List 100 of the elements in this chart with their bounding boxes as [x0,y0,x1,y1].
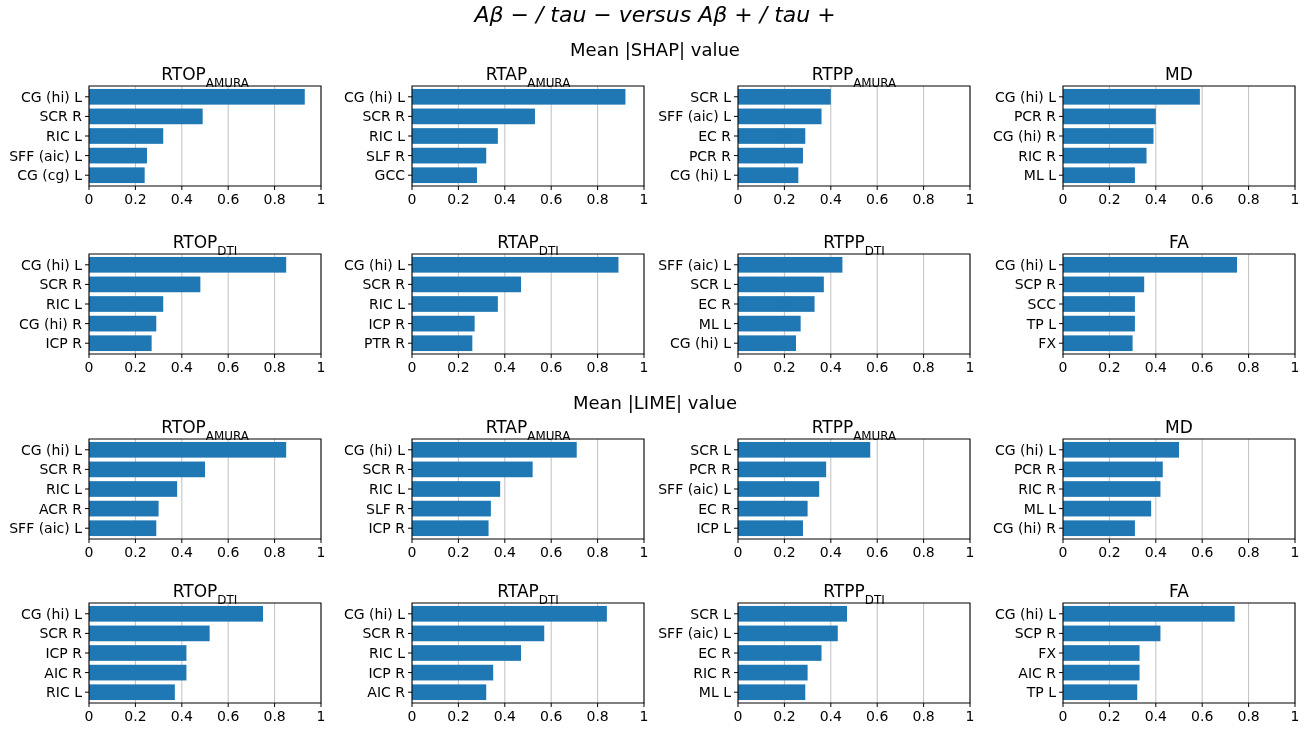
bar [412,147,487,164]
bar [738,88,831,105]
y-tick-label: SFF (aic) L [658,625,732,642]
x-tick-label: 1 [1290,359,1300,375]
chart-title: FA [1169,232,1190,252]
y-tick-label: SFF (aic) L [9,147,83,164]
bar [89,167,145,184]
bar [738,520,803,537]
bar [738,684,806,701]
chart-title: MD [1165,417,1193,437]
bar [1063,481,1161,497]
bar [89,441,287,458]
y-tick-label: ICP R [368,664,406,681]
y-tick-label: SFF (aic) L [9,520,83,537]
y-tick-label: ML L [1023,500,1057,517]
y-tick-label: AIC R [1018,664,1057,681]
x-tick-label: 0 [407,359,417,375]
y-tick-label: EC R [698,500,732,517]
x-tick-label: 0.4 [1144,544,1168,560]
bar [738,147,803,164]
y-tick-label: CG (hi) L [343,256,406,273]
x-tick-label: 0.2 [773,708,796,724]
x-tick-label: 0.6 [866,544,889,560]
y-tick-label: SCR L [690,441,732,458]
bar [738,481,820,497]
y-tick-label: EC R [698,127,732,144]
chart-title: RTAP$_{AMURA}$ [485,417,572,443]
y-tick-label: SCR R [39,108,83,125]
x-tick-label: 0.8 [586,359,609,375]
y-tick-label: CG (hi) L [20,605,83,622]
x-tick-label: 0 [733,544,743,560]
x-tick-label: 0.4 [819,359,843,375]
bar [412,461,533,478]
y-tick-label: ML L [1023,167,1057,184]
y-tick-label: SLF R [366,147,406,164]
x-tick-label: 0.4 [493,708,517,724]
bar [1063,441,1179,458]
x-tick-label: 0 [1058,359,1068,375]
x-tick-label: 0.6 [217,191,240,207]
chart-title: RTOP$_{AMURA}$ [161,417,250,443]
x-tick-label: 1 [1290,708,1300,724]
chart-title: RTPP$_{DTI}$ [823,581,885,607]
x-tick-label: 0.6 [217,544,240,560]
y-tick-label: RIC L [369,295,406,312]
x-tick-label: 1 [965,359,975,375]
bar [1063,645,1140,661]
y-tick-label: SCR R [39,461,83,478]
y-tick-label: CG (hi) R [19,315,83,332]
text: Mean |LIME| value [572,392,738,413]
x-tick-label: 0.6 [866,191,889,207]
chart-title: RTAP$_{AMURA}$ [485,64,572,90]
x-tick-label: 0.8 [1237,359,1260,375]
x-tick-label: 0.6 [540,191,563,207]
x-tick-label: 0 [84,544,94,560]
bar [412,625,545,642]
chart-title: FA [1169,581,1190,601]
bar [738,645,822,661]
y-tick-label: FX [1038,335,1057,352]
bar [412,645,522,661]
y-tick-label: CG (hi) L [343,88,406,105]
bar [89,481,178,497]
y-tick-label: PCR R [688,461,732,478]
x-tick-label: 0.8 [1237,544,1260,560]
x-tick-label: 0 [733,359,743,375]
x-tick-label: 0.8 [1237,708,1260,724]
y-tick-label: SCR L [690,88,732,105]
x-tick-label: 0 [84,359,94,375]
bar [738,441,871,458]
y-tick-label: SCR R [39,276,83,293]
y-tick-label: TP L [1025,315,1057,332]
y-tick-label: SCR R [362,625,406,642]
bar [412,315,475,332]
x-tick-label: 0.8 [263,359,286,375]
x-tick-label: 0.8 [263,708,286,724]
bar [412,167,477,184]
y-tick-label: SCP R [1014,276,1057,293]
bar [412,88,626,105]
y-tick-label: ICP R [45,644,83,661]
x-tick-label: 0.4 [170,708,194,724]
y-tick-label: SFF (aic) L [658,256,732,273]
bar [89,335,152,352]
x-tick-label: 0.8 [263,191,286,207]
x-tick-label: 0.6 [1191,359,1214,375]
x-tick-label: 0.2 [447,359,470,375]
y-tick-label: RIC L [46,127,83,144]
x-tick-label: 0 [733,191,743,207]
y-tick-label: CG (cg) L [17,167,83,184]
bar [1063,88,1200,105]
x-tick-label: 0.4 [819,191,843,207]
bar [412,108,535,125]
x-tick-label: 0.4 [819,708,843,724]
bar [89,500,159,517]
bar [1063,276,1145,293]
y-tick-label: SCR R [362,276,406,293]
x-tick-label: 0.4 [170,191,194,207]
x-tick-label: 0 [407,191,417,207]
x-tick-label: 0.4 [493,544,517,560]
x-tick-label: 0.8 [912,544,935,560]
bar [738,167,799,184]
chart-title: RTOP$_{DTI}$ [172,232,238,258]
